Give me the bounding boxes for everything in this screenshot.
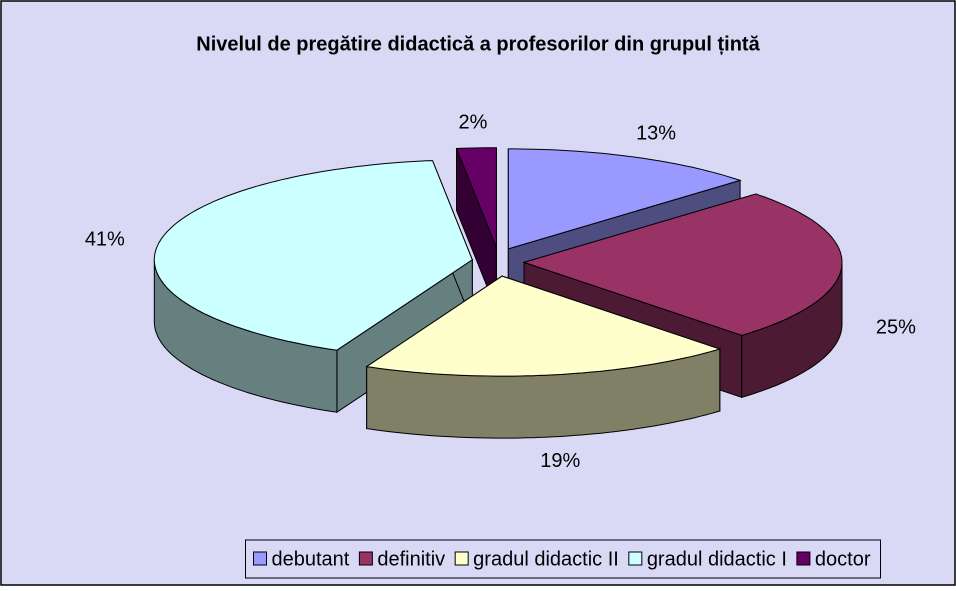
legend-swatch [628, 551, 643, 566]
slice [455, 147, 497, 248]
data-label: 25% [876, 317, 916, 339]
slice [365, 275, 722, 439]
data-label: 13% [636, 122, 676, 144]
legend-swatch [454, 551, 469, 566]
legend-box [245, 539, 881, 579]
legend-swatch [358, 551, 373, 566]
slice [365, 275, 722, 377]
slice [153, 160, 473, 351]
data-label: 2% [459, 111, 488, 133]
slice [153, 160, 473, 414]
legend-swatch [796, 551, 811, 566]
slice [507, 148, 742, 250]
data-label: 41% [85, 228, 125, 250]
legend-label: debutant [272, 548, 350, 570]
legend-label: gradul didactic I [647, 548, 787, 570]
legend-swatch [253, 551, 268, 566]
legend: debutant definitiv gradul didactic II gradu… [245, 539, 881, 579]
legend-label: definitiv [377, 548, 445, 570]
legend-label: doctor [815, 548, 871, 570]
slice [522, 193, 843, 336]
data-label: 19% [540, 450, 580, 472]
chart-title: Nivelul de pregătire didactică a profeso… [196, 33, 760, 55]
legend-label: gradul didactic II [473, 548, 619, 570]
